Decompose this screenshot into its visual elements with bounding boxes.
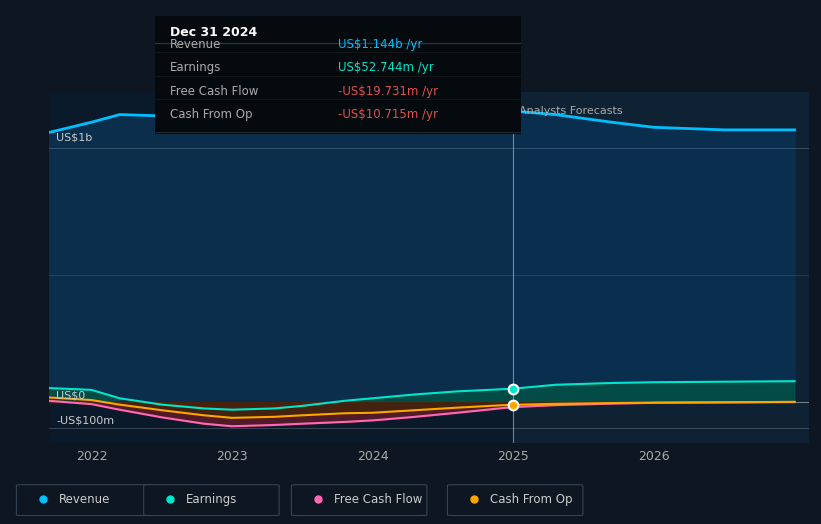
FancyBboxPatch shape (447, 485, 583, 516)
FancyBboxPatch shape (16, 485, 152, 516)
Text: -US$100m: -US$100m (57, 416, 114, 425)
Text: Revenue: Revenue (59, 493, 111, 506)
Text: Cash From Op: Cash From Op (490, 493, 572, 506)
Text: US$0: US$0 (57, 390, 85, 400)
Text: Free Cash Flow: Free Cash Flow (170, 85, 258, 97)
Text: -US$10.715m /yr: -US$10.715m /yr (338, 108, 438, 121)
Text: Free Cash Flow: Free Cash Flow (334, 493, 423, 506)
Text: Dec 31 2024: Dec 31 2024 (170, 26, 257, 39)
Text: Cash From Op: Cash From Op (170, 108, 252, 121)
Text: Earnings: Earnings (186, 493, 238, 506)
Text: Earnings: Earnings (170, 61, 221, 74)
Bar (49, 92, 513, 443)
Text: Past: Past (484, 106, 507, 116)
Text: Analysts Forecasts: Analysts Forecasts (519, 106, 622, 116)
Text: Revenue: Revenue (170, 38, 221, 50)
Text: -US$19.731m /yr: -US$19.731m /yr (338, 85, 438, 97)
Text: US$1b: US$1b (57, 133, 93, 143)
Text: US$52.744m /yr: US$52.744m /yr (338, 61, 433, 74)
Bar (513, 92, 809, 443)
FancyBboxPatch shape (144, 485, 279, 516)
FancyBboxPatch shape (291, 485, 427, 516)
Text: US$1.144b /yr: US$1.144b /yr (338, 38, 422, 50)
